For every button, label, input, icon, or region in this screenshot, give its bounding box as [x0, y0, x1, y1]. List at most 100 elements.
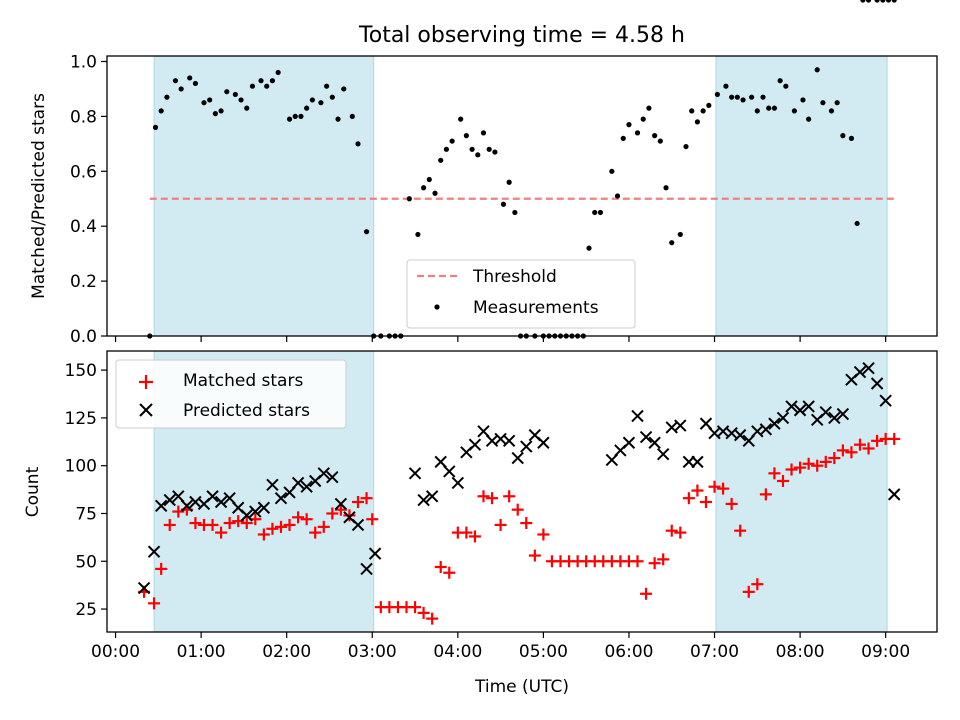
predicted-star-point: [214, 495, 228, 509]
x-tick-label: 02:00: [262, 642, 311, 662]
ratio-y-axis-label: Matched/Predicted stars: [29, 93, 49, 299]
measurement-point: [309, 97, 315, 103]
predicted-star-point: [502, 434, 516, 448]
measurement-point: [614, 193, 621, 199]
measurement-point: [597, 209, 604, 216]
matched-star-point: [528, 549, 541, 562]
measurement-point: [689, 108, 695, 114]
legend-matched-label: Matched stars: [183, 371, 303, 391]
matched-star-point: [691, 484, 704, 497]
measurement-point: [232, 91, 238, 98]
measurement-point: [783, 83, 789, 89]
measurement-point: [754, 108, 760, 114]
measurement-point: [694, 119, 701, 125]
predicted-star-point: [520, 440, 533, 453]
measurement-point: [865, 0, 872, 3]
predicted-star-point: [656, 448, 670, 461]
predicted-star-point: [819, 405, 832, 419]
predicted-star-point: [137, 581, 151, 595]
matched-star-point: [317, 520, 330, 533]
measurement-point: [586, 245, 592, 251]
measurement-point: [432, 190, 438, 196]
measurement-point: [201, 100, 207, 106]
matched-star-point: [300, 513, 313, 526]
measurement-point: [800, 97, 806, 103]
matched-star-point: [734, 524, 747, 537]
matched-star-point: [862, 442, 875, 455]
predicted-star-point: [511, 451, 524, 465]
predicted-star-point: [334, 497, 348, 511]
measurement-point: [415, 231, 421, 238]
x-tick-label: 08:00: [776, 642, 825, 662]
measurement-point: [492, 149, 498, 155]
y-tick-label: 100: [65, 457, 97, 477]
predicted-star-point: [468, 438, 482, 451]
measurement-point: [304, 105, 310, 111]
matched-star-point: [751, 578, 764, 591]
measurement-point: [646, 105, 652, 111]
y-tick-label: 0.6: [70, 162, 97, 182]
matched-star-point: [215, 526, 228, 539]
measurement-point: [329, 94, 335, 100]
matched-star-point: [776, 474, 789, 487]
measurement-point: [426, 176, 432, 183]
matched-star-point: [794, 461, 807, 474]
measurement-point: [500, 201, 507, 207]
measurement-point: [640, 116, 646, 122]
measurement-point: [840, 133, 846, 139]
measurement-point: [891, 0, 897, 3]
matched-star-point: [503, 490, 516, 503]
matched-star-point: [785, 463, 798, 476]
predicted-star-point: [828, 411, 841, 425]
predicted-star-point: [417, 493, 430, 507]
count-legend: Matched stars Predicted stars: [115, 359, 347, 429]
measurement-point: [740, 97, 746, 103]
x-tick-label: 00:00: [91, 642, 140, 662]
x-tick-label: 09:00: [861, 642, 910, 662]
measurement-point: [341, 86, 347, 92]
matched-star-point: [148, 597, 161, 610]
predicted-star-point: [836, 407, 850, 421]
measurement-point: [834, 100, 840, 106]
x-tick-label: 05:00: [519, 642, 568, 662]
matched-star-point: [725, 497, 738, 510]
matched-star-point: [768, 467, 781, 480]
matched-star-point: [257, 528, 270, 541]
measurement-point: [820, 100, 826, 106]
predicted-star-point: [870, 377, 884, 390]
y-tick-label: 0.8: [70, 107, 97, 127]
measurement-point: [420, 185, 427, 191]
measurement-point: [486, 146, 492, 152]
matched-star-point: [426, 612, 439, 625]
measurement-point: [244, 105, 250, 111]
measurement-point: [158, 108, 164, 114]
matched-star-point: [648, 557, 661, 570]
measurement-point: [335, 116, 341, 122]
measurement-point: [406, 196, 412, 202]
legend-predicted-swatch: [139, 403, 153, 417]
measurement-point: [854, 220, 860, 227]
measurement-point: [152, 124, 159, 130]
measurement-point: [760, 94, 766, 100]
predicted-star-point: [537, 436, 550, 449]
predicted-star-point: [733, 428, 747, 442]
ratio-panel-frame: [106, 55, 938, 337]
matched-star-point: [326, 507, 339, 520]
measurement-point: [269, 78, 276, 84]
legend-measurements-label: Measurements: [473, 298, 599, 318]
predicted-star-point: [257, 501, 271, 514]
legend-predicted-label: Predicted stars: [183, 401, 310, 421]
measurement-point: [771, 105, 778, 111]
predicted-star-point: [240, 509, 253, 522]
matched-star-point: [717, 482, 730, 495]
matched-star-point: [888, 432, 901, 445]
matched-star-point: [351, 496, 364, 509]
predicted-star-point: [862, 361, 875, 375]
y-tick-label: 150: [65, 361, 97, 381]
measurement-point: [734, 94, 740, 100]
matched-star-point: [631, 555, 644, 568]
measurement-point: [187, 75, 193, 81]
y-tick-label: 125: [65, 409, 97, 429]
measurement-point: [609, 168, 615, 174]
